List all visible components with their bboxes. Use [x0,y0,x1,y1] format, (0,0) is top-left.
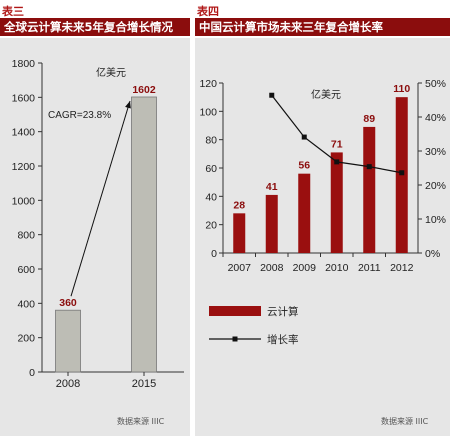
bar-value-label: 89 [363,113,375,125]
left-y-tick-label: 100 [199,106,217,118]
bar-value-label: 56 [298,160,310,172]
y-tick-label: 0 [29,367,35,379]
right-y-tick-label: 10% [425,214,446,226]
bar-2008 [55,309,81,373]
right-panel: 表四 中国云计算市场未来三年复合增长率 0 20 40 60 80 100 120 0% 10%… [195,0,450,436]
y-tick-label: 200 [17,333,35,345]
right-y-tick-label: 40% [425,112,446,124]
x-tick-label: 2008 [56,378,80,390]
left-y-tick-label: 20 [205,220,217,232]
growth-rate-point [334,159,340,165]
legend-bar-swatch [209,306,261,316]
x-tick-label: 2008 [260,262,284,274]
left-y-tick-label: 60 [205,163,217,175]
x-tick-label: 2009 [293,262,317,274]
legend-bar-label: 云计算 [267,305,299,318]
x-tick-label: 2011 [358,262,381,274]
x-tick-label: 2010 [325,262,349,274]
growth-rate-point [366,164,372,170]
growth-arrow-line [70,100,131,297]
left-y-tick-label: 40 [205,191,217,203]
bar-value-label: 41 [266,181,278,193]
bar-value-label: 28 [233,199,245,211]
y-tick-label: 1800 [12,58,36,70]
y-tick-label: 1600 [12,92,36,104]
right-combo-chart: 0 20 40 60 80 100 120 0% 10% 20% 30% 40% 50% 28 2007 41… [199,78,446,346]
bar-2015 [131,96,157,373]
right-chart-title: 中国云计算市场未来三年复合增长率 [195,18,450,36]
bar-value-label: 1602 [132,84,156,96]
left-chart-title: 全球云计算未来5年复合增长情况 [0,18,190,36]
legend-line-label: 增长率 [267,333,299,346]
unit-label: 亿美元 [311,88,341,101]
y-tick-label: 800 [17,230,35,242]
y-tick-label: 1200 [12,161,36,173]
growth-arrow-head [125,100,131,109]
right-y-tick-label: 20% [425,180,446,192]
bar-2009 [298,173,311,253]
y-tick-label: 1000 [12,195,36,207]
x-tick-label: 2007 [228,262,252,274]
x-tick-label: 2012 [390,262,414,274]
left-chart-area: 0 200 400 600 800 1000 1200 1400 1600 1800 360 2008… [0,38,190,436]
bar-value-label: 360 [59,297,77,309]
right-y-tick-label: 0% [425,248,440,260]
x-tick-label: 2015 [132,378,156,390]
bar-2010 [330,152,343,253]
left-bar-chart: 0 200 400 600 800 1000 1200 1400 1600 1800 360 2008… [12,58,184,390]
bar-2011 [363,126,376,253]
right-chart-tag: 表四 [197,5,219,18]
growth-rate-point [269,92,275,98]
left-panel: 表三 全球云计算未来5年复合增长情况 0 200 400 600 800 1000 1200… [0,0,190,436]
growth-rate-point [399,170,405,176]
y-tick-label: 400 [17,298,35,310]
bar-value-label: 110 [393,83,410,95]
unit-label: 亿美元 [96,66,126,79]
left-y-tick-label: 120 [199,78,217,90]
left-y-tick-label: 80 [205,135,217,147]
cagr-annotation: CAGR=23.8% [48,110,111,121]
legend-line-marker [232,336,238,342]
y-tick-label: 1400 [12,127,36,139]
right-y-tick-label: 50% [425,78,446,90]
bar-value-label: 71 [331,138,343,150]
left-source-note: 数据来源 IIIC [117,417,165,426]
bar-2007 [233,213,246,253]
bar-2008 [265,194,278,253]
left-y-tick-label: 0 [211,248,217,260]
growth-rate-point [301,134,307,140]
right-y-tick-label: 30% [425,146,446,158]
y-tick-label: 600 [17,264,35,276]
right-chart-area: 0 20 40 60 80 100 120 0% 10% 20% 30% 40% 50% 28 2007 41… [195,38,450,436]
right-source-note: 数据来源 IIIC [381,417,429,426]
left-chart-tag: 表三 [2,5,24,18]
